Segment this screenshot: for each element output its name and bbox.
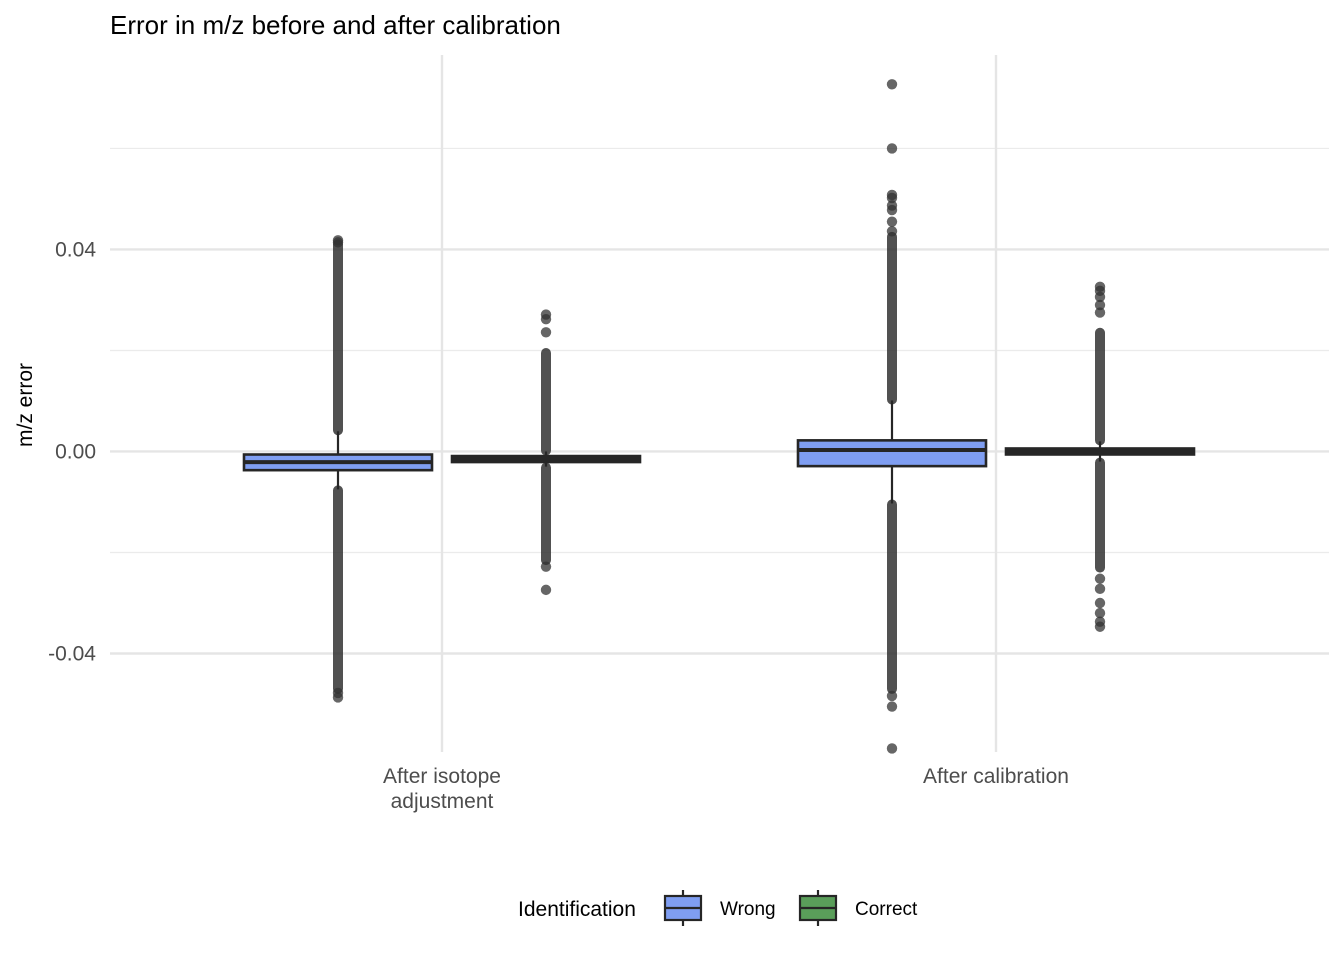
- outlier-point: [886, 216, 898, 227]
- outlier-point: [1094, 299, 1106, 311]
- outlier-point: [1094, 583, 1106, 595]
- outlier-point: [1094, 597, 1106, 609]
- legend: Identification Wrong Correct: [518, 890, 918, 926]
- outlier-point: [886, 192, 898, 204]
- outlier-point: [886, 701, 898, 712]
- y-tick-label: 0.00: [55, 440, 96, 463]
- x-tick-label: After isotope: [383, 765, 501, 788]
- outlier-point: [886, 226, 898, 237]
- outlier-point: [1094, 607, 1106, 619]
- outlier-point: [886, 743, 898, 754]
- outlier-band: [333, 239, 343, 436]
- y-axis-title: m/z error: [14, 363, 37, 447]
- data-layer: [242, 79, 1196, 754]
- outlier-point: [1094, 307, 1106, 318]
- box-group-correct: [1004, 281, 1196, 632]
- x-tick-label: adjustment: [391, 790, 494, 813]
- box-group-wrong: [242, 235, 434, 703]
- x-tick-label: After calibration: [923, 765, 1069, 788]
- outlier-point: [540, 313, 552, 325]
- outlier-band: [333, 485, 343, 694]
- y-tick-label: -0.04: [48, 643, 96, 666]
- outlier-point: [1094, 616, 1106, 627]
- outlier-point: [886, 204, 898, 216]
- box-wrong: [796, 439, 988, 468]
- box-group-correct: [450, 309, 642, 596]
- outlier-band: [1095, 457, 1105, 573]
- outlier-point: [540, 327, 552, 338]
- outlier-point: [886, 690, 898, 702]
- chart-title: Error in m/z before and after calibratio…: [110, 10, 561, 40]
- outlier-point: [1094, 573, 1106, 584]
- legend-label-correct: Correct: [855, 899, 918, 920]
- box-group-wrong: [796, 79, 988, 754]
- outlier-band: [1095, 327, 1105, 446]
- grid-layer: [110, 55, 1329, 752]
- legend-key-correct: [798, 890, 838, 926]
- outlier-point: [886, 79, 898, 90]
- outlier-band: [887, 231, 897, 405]
- outlier-point: [886, 143, 898, 154]
- legend-title: Identification: [518, 898, 636, 921]
- outlier-point: [540, 561, 552, 572]
- y-tick-label: 0.04: [55, 238, 96, 261]
- outlier-point: [332, 687, 344, 699]
- legend-label-wrong: Wrong: [720, 899, 776, 920]
- outlier-band: [541, 347, 551, 456]
- outlier-point: [540, 584, 552, 596]
- outlier-point: [332, 237, 344, 248]
- outlier-band: [541, 462, 551, 566]
- legend-key-wrong: [663, 890, 703, 926]
- outlier-band: [887, 499, 897, 694]
- outlier-point: [1094, 291, 1106, 303]
